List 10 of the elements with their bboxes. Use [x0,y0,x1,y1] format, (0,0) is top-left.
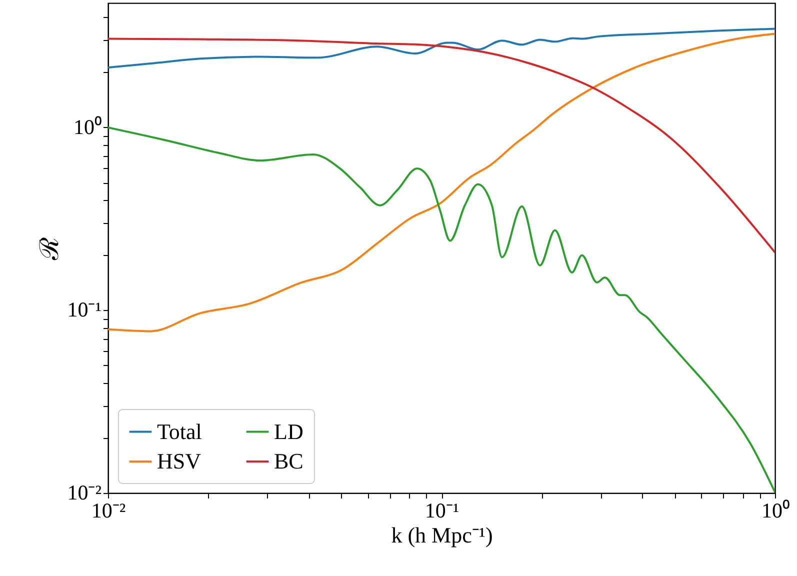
legend-label: HSV [157,448,202,474]
y-axis-title: ℛ [35,237,64,261]
x-axis-title: k (h Mpc⁻¹) [391,522,493,548]
y-tick-label: 10⁻¹ [67,298,102,322]
y-tick-label: 10⁰ [74,115,102,139]
x-tick-label: 10⁻¹ [424,498,460,522]
legend-label: Total [157,418,202,444]
legend-label: LD [274,418,304,444]
x-tick-label: 10⁰ [762,498,790,522]
legend-label: BC [274,448,304,474]
